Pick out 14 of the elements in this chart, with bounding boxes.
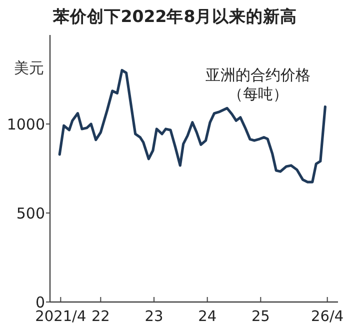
chart-title: 苯价创下2022年8月以来的新高 [52,7,298,26]
x-tick-label: 2021/4 [35,309,86,325]
x-tick-label: 23 [144,309,164,325]
x-tick-label: 26/4 [311,309,344,325]
x-tick-label: 22 [91,309,110,325]
x-tick-label: 25 [251,309,270,325]
y-tick-label: 0 [35,293,45,312]
y-axis-title: 美元 [14,59,44,77]
annotation: 亚洲的合约价格 [206,66,310,84]
x-tick-label: 24 [198,309,217,325]
annotation: （每吨） [228,85,288,103]
line-series [58,68,326,184]
y-tick-label: 1000 [6,115,45,134]
y-tick-label: 500 [16,204,45,222]
